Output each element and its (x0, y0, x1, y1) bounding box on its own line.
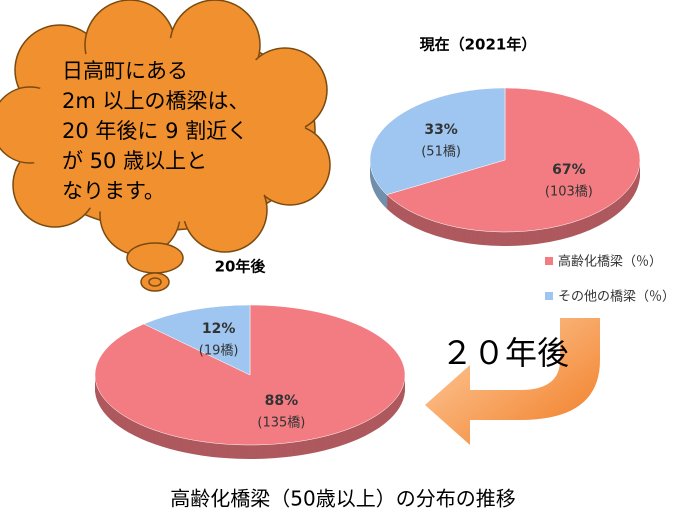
chart-title: 現在（2021年） (420, 36, 537, 54)
bubble-line: 2m 以上の橋梁は、 (62, 89, 250, 113)
value-label: 33% (424, 122, 458, 138)
page: 日高町にある 2m 以上の橋梁は、 20 年後に 9 割近くが 50 歳以上となりま… (0, 0, 686, 523)
value-label: 67% (552, 162, 586, 178)
arrow-label: ２０年後 (441, 334, 569, 372)
count-label: (19橋) (199, 344, 239, 359)
count-label: (103橋) (545, 185, 593, 200)
thought-bubble (0, 0, 330, 291)
bubble-line: 日高町にある (62, 59, 188, 83)
bubble-line: 20 年後に 9 割近く (62, 119, 248, 143)
value-label: 12% (202, 321, 236, 337)
count-label: (51橋) (421, 144, 461, 159)
caption: 高齢化橋梁（50歳以上）の分布の推移 (170, 487, 515, 511)
legend-swatch (545, 257, 553, 265)
bubble-line: なります。 (62, 179, 165, 203)
chart-title: 20年後 (215, 258, 267, 276)
legend-swatch (545, 292, 553, 300)
legend-label: 高齢化橋梁（％） (558, 254, 662, 270)
value-label: 88% (265, 393, 299, 409)
bubble-line: が 50 歳以上と (62, 149, 207, 173)
count-label: (135橋) (257, 415, 305, 430)
legend-label: その他の橋梁（％） (558, 290, 675, 305)
